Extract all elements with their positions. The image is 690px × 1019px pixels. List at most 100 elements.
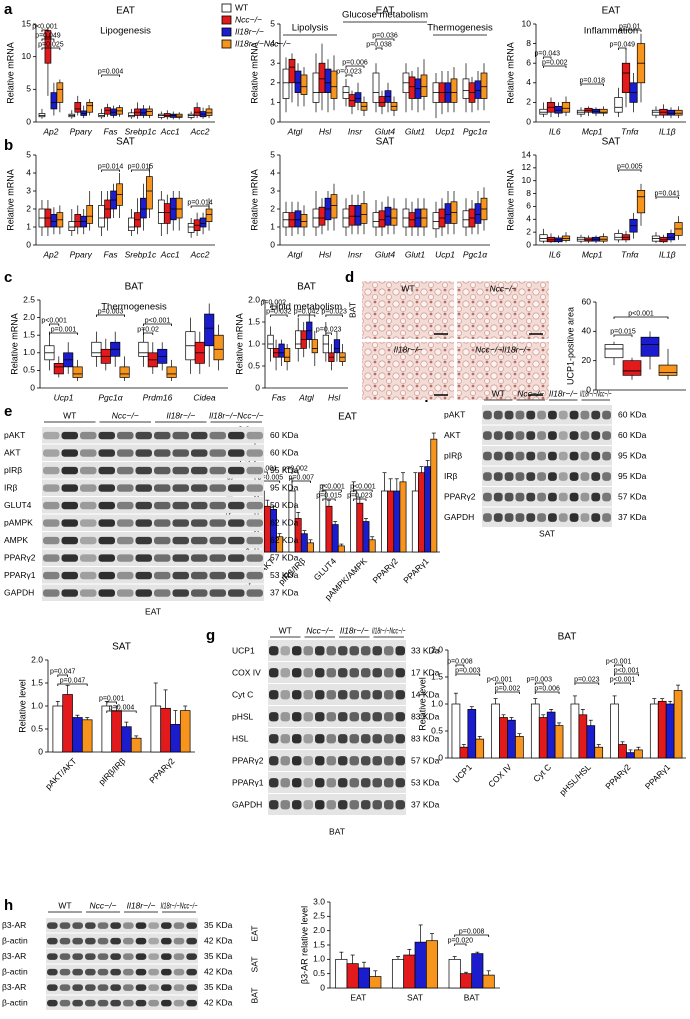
micrograph	[457, 281, 549, 339]
blot-band	[117, 501, 134, 510]
p-value: p=0.038	[366, 41, 392, 48]
blot-band	[123, 984, 134, 991]
blot-band	[269, 690, 279, 700]
blot-band	[154, 571, 171, 580]
blot-band	[537, 492, 546, 502]
bar	[482, 974, 495, 989]
box	[295, 330, 302, 349]
micrograph	[362, 342, 454, 400]
blot-band	[280, 778, 290, 788]
p-value: p=0.036	[372, 32, 398, 39]
significance-bracket	[345, 65, 365, 68]
blot-band	[548, 431, 557, 440]
blot-band	[548, 451, 557, 461]
blot-size-label: 33 KDa	[411, 645, 440, 655]
blot-band	[326, 734, 336, 744]
blot-band	[186, 922, 197, 929]
blot-band	[117, 484, 134, 492]
blot-band	[515, 492, 525, 502]
blot-size-label: 37 KDa	[411, 799, 440, 809]
blot-band	[349, 734, 359, 744]
bar	[399, 481, 407, 553]
blot-size-label: 60 KDa	[270, 448, 299, 458]
blot-band	[97, 953, 109, 960]
p-value: p=0.005	[258, 474, 284, 481]
blot-band	[246, 589, 263, 597]
box	[658, 364, 678, 376]
chart-title: SAT	[602, 137, 621, 148]
y-tick-label: 2	[526, 226, 531, 236]
chart-title: BAT	[125, 282, 144, 293]
blot-row-label: UCP1	[232, 645, 255, 655]
y-tick-label: 1.5	[31, 677, 43, 687]
box	[636, 190, 646, 214]
blot-strip	[268, 706, 406, 727]
panel-label: d	[345, 269, 354, 286]
blot-band	[580, 431, 590, 440]
blot-size-label: 35 KDa	[204, 951, 233, 961]
blot-band	[591, 492, 601, 502]
y-tick-label: 2.0	[431, 644, 443, 654]
blot-band	[580, 451, 590, 461]
box	[74, 102, 82, 113]
blot-group-label: Il18r−/−Ncc−/−	[372, 625, 406, 635]
box	[213, 334, 224, 361]
y-tick-label: 4	[270, 167, 275, 177]
blot-band	[558, 410, 568, 420]
blot-strip	[42, 497, 264, 514]
blot-strip	[268, 640, 406, 661]
box	[561, 102, 571, 113]
box	[378, 96, 386, 107]
bar	[448, 958, 461, 989]
blot-band	[269, 668, 279, 678]
blot-band	[161, 922, 172, 929]
blot-row-label: β-actin	[2, 936, 28, 946]
y-tick-label: 1.0	[248, 338, 260, 348]
p-value: p=0.023	[574, 676, 600, 683]
blot-band	[246, 431, 263, 440]
blot-band	[537, 472, 546, 481]
blot-size-label: 62 KDa	[270, 535, 299, 545]
blot-band	[209, 501, 226, 510]
blot-row-label: β-actin	[2, 967, 28, 977]
p-value: p=0.015	[316, 492, 342, 499]
box	[348, 205, 356, 226]
blot-band	[526, 492, 536, 502]
blot-band	[493, 492, 503, 502]
blot-band	[154, 589, 171, 597]
blot-band	[228, 431, 245, 440]
significance-bracket	[270, 314, 288, 317]
bar	[270, 508, 277, 553]
significance-bracket	[41, 29, 49, 32]
significance-bracket	[322, 489, 342, 492]
blot-band	[43, 484, 60, 492]
p-value: p=0.047	[50, 668, 76, 675]
box	[119, 366, 130, 378]
p-value: p=0.004	[98, 68, 124, 75]
x-tick-label: Insr	[348, 249, 363, 259]
blot-band	[591, 513, 601, 522]
box	[674, 109, 683, 116]
y-tick-label: 3.0	[313, 896, 325, 906]
blot-band	[47, 968, 58, 976]
bar	[475, 738, 485, 759]
blot-band	[303, 690, 313, 700]
blot-band	[504, 410, 514, 420]
box	[56, 82, 64, 103]
box	[140, 197, 147, 219]
box	[278, 343, 285, 358]
blot-band	[515, 410, 525, 420]
blot-size-label: 60 KDa	[618, 410, 647, 420]
x-tick-label: Pparγ	[70, 126, 93, 136]
blot-band	[209, 431, 226, 440]
blot-band	[372, 668, 382, 678]
blot-band	[515, 513, 525, 522]
p-value: p<0.001	[252, 465, 278, 472]
significance-bracket	[455, 664, 465, 667]
blot-strip	[482, 487, 612, 507]
blot-band	[98, 571, 115, 580]
box	[480, 72, 488, 99]
blot-band	[110, 984, 121, 991]
y-tick-label: 4	[270, 38, 275, 48]
x-tick-label: Atgl	[287, 249, 304, 259]
